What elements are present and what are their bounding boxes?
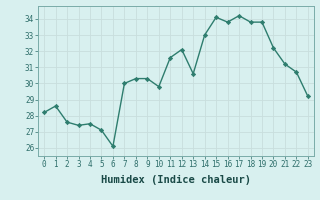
X-axis label: Humidex (Indice chaleur): Humidex (Indice chaleur) <box>101 175 251 185</box>
